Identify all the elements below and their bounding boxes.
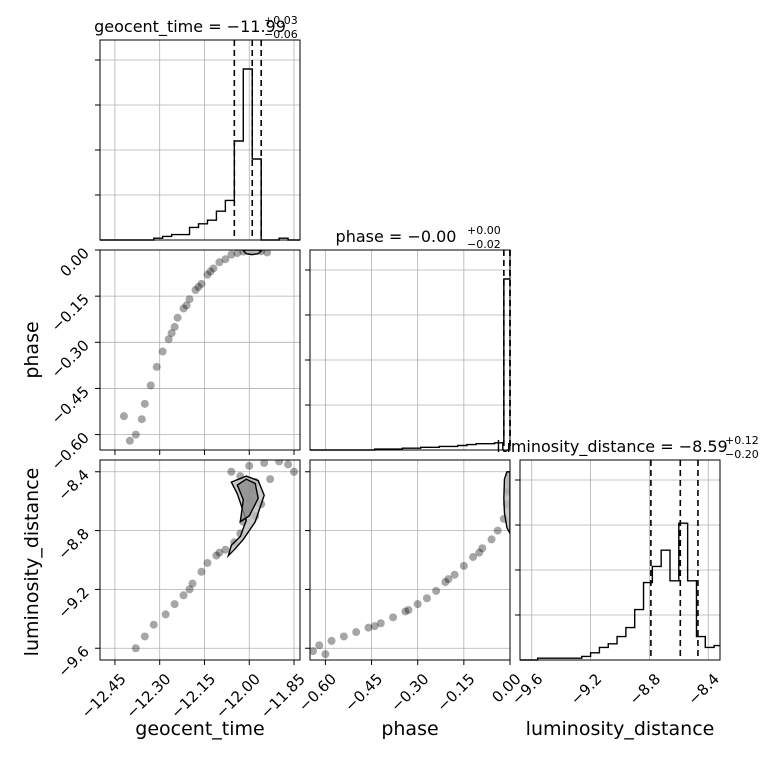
sample-point	[150, 621, 158, 629]
panel-frame	[100, 250, 300, 450]
sample-point	[206, 268, 214, 276]
histogram-panel-phase	[305, 250, 510, 450]
sample-point	[423, 594, 431, 602]
sample-point	[197, 568, 205, 576]
contour-level	[243, 250, 261, 255]
panel-frame	[100, 460, 300, 660]
x-tick-label: −12.00	[212, 670, 264, 722]
sample-point	[126, 437, 134, 445]
sample-point	[147, 381, 155, 389]
y-tick-label: −0.60	[48, 429, 93, 474]
y-tick-label: −0.15	[48, 290, 93, 335]
histogram-panel-luminosity-distance	[515, 460, 720, 660]
sample-point	[227, 468, 235, 476]
panel-contents	[132, 457, 298, 652]
x-tick-label: −9.2	[567, 670, 605, 708]
axis-label-y-luminosity-distance: luminosity_distance	[21, 468, 43, 657]
sample-point	[186, 585, 194, 593]
sample-point	[321, 650, 329, 658]
x-tick-label: −8.8	[626, 670, 664, 708]
sample-point	[371, 622, 379, 630]
axis-label-x-phase: phase	[381, 718, 438, 740]
sample-point	[132, 644, 140, 652]
title-phase-sub: −0.02	[467, 238, 501, 251]
sample-point	[494, 527, 502, 535]
sample-point	[414, 600, 422, 608]
sample-point	[404, 606, 412, 614]
sample-point	[174, 314, 182, 322]
panel-contents	[309, 471, 513, 658]
sample-point	[120, 412, 128, 420]
sample-point	[132, 431, 140, 439]
x-tick-label: −12.45	[78, 670, 130, 722]
y-tick-label: −9.6	[54, 642, 92, 680]
2d-panel-phase-vs-geocent-time	[95, 247, 300, 455]
sample-point	[284, 460, 292, 468]
panel-contents	[120, 247, 271, 445]
2d-panel-luminosity-distance-vs-phase	[305, 460, 513, 665]
sample-point	[488, 535, 496, 543]
sample-point	[180, 591, 188, 599]
sample-point	[171, 600, 179, 608]
sample-point	[195, 283, 203, 291]
sample-point	[266, 475, 274, 483]
sample-point	[159, 348, 167, 356]
title-phase-sup: +0.00	[467, 224, 501, 237]
panel-frame	[310, 460, 510, 660]
sample-point	[290, 468, 298, 476]
sample-point	[141, 400, 149, 408]
panel-frame	[310, 460, 510, 660]
title-luminosity-distance: luminosity_distance = −8.59	[496, 437, 727, 457]
sample-point	[183, 301, 191, 309]
title-phase: phase = −0.00	[336, 227, 457, 246]
title-luminosity-distance-sub: −0.20	[725, 448, 759, 461]
x-tick-label: −0.15	[433, 670, 478, 715]
panel-background	[520, 460, 720, 660]
sample-point	[352, 628, 360, 636]
title-luminosity-distance-sup: +0.12	[725, 434, 759, 447]
sample-point	[168, 329, 176, 337]
x-tick-label: −8.4	[684, 670, 722, 708]
panel-background	[310, 250, 510, 450]
axis-label-x-luminosity-distance: luminosity_distance	[526, 718, 715, 740]
sample-point	[432, 587, 440, 595]
panel-frame	[100, 250, 300, 450]
sample-point	[141, 632, 149, 640]
sample-point	[275, 457, 283, 465]
x-tick-label: −0.30	[387, 670, 432, 715]
sample-point	[475, 549, 483, 557]
sample-point	[162, 610, 170, 618]
sample-point	[245, 462, 253, 470]
y-tick-label: −9.2	[54, 584, 92, 622]
title-geocent-time-sup: +0.03	[264, 14, 298, 27]
title-geocent-time-sub: −0.06	[264, 28, 298, 41]
sample-point	[315, 641, 323, 649]
x-tick-label: −12.30	[122, 670, 174, 722]
y-tick-label: −8.8	[54, 525, 92, 563]
x-tick-label: −0.45	[341, 670, 386, 715]
sample-point	[389, 613, 397, 621]
sample-point	[460, 562, 468, 570]
sample-point	[153, 363, 161, 371]
y-tick-label: 0.00	[56, 244, 92, 280]
y-tick-label: −0.30	[48, 336, 93, 381]
histogram-panel-geocent-time	[95, 40, 300, 240]
sample-point	[328, 637, 336, 645]
panel-frame	[100, 460, 300, 660]
sample-point	[203, 559, 211, 567]
sample-point	[215, 549, 223, 557]
panels-layer: −12.45−12.30−12.15−12.00−11.85−0.60 −0.45…	[48, 40, 723, 722]
contour-level	[504, 472, 510, 534]
sample-point	[138, 415, 146, 423]
axis-label-x-geocent-time: geocent_time	[135, 718, 264, 740]
sample-point	[444, 575, 452, 583]
y-tick-label: −0.45	[48, 383, 93, 428]
panel-background	[100, 40, 300, 240]
title-geocent-time: geocent_time = −11.99	[94, 17, 286, 37]
axis-label-y-phase: phase	[21, 321, 43, 378]
sample-point	[340, 632, 348, 640]
2d-panel-luminosity-distance-vs-geocent-time	[95, 457, 300, 665]
x-tick-label: −12.15	[167, 670, 219, 722]
